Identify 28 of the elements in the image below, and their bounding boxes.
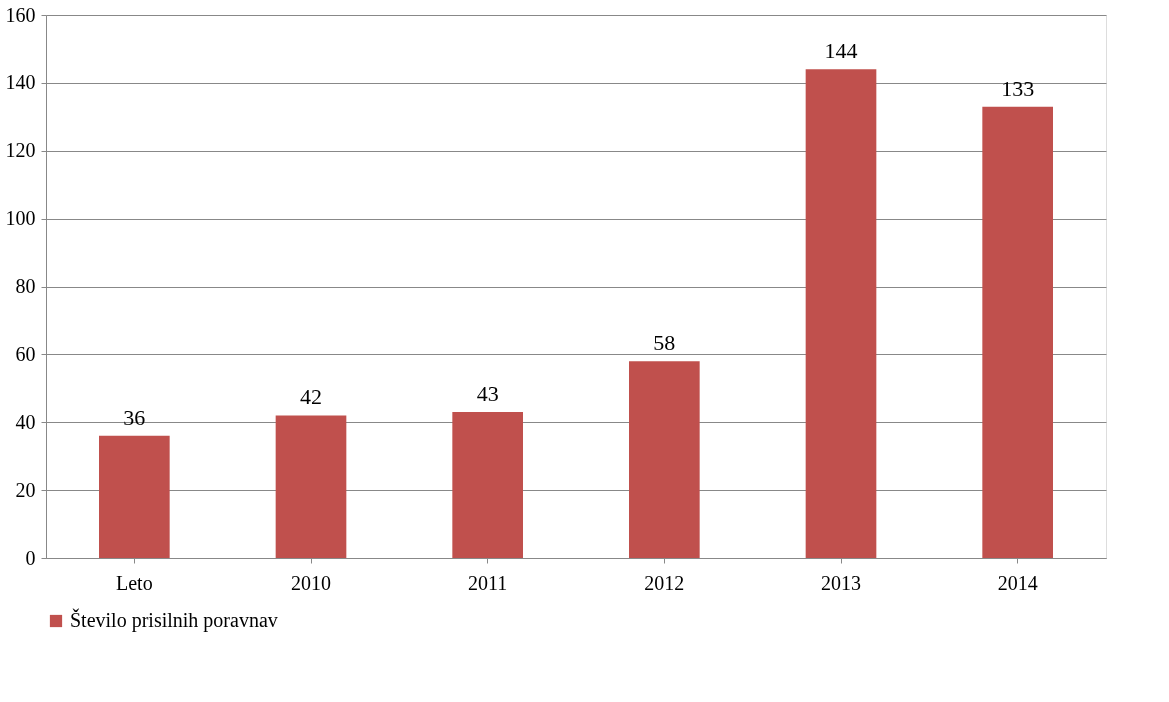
y-tick-label: 80 (15, 275, 36, 297)
bar (982, 106, 1053, 558)
bar (805, 69, 877, 558)
bar (629, 361, 700, 558)
y-tick-label: 160 (5, 3, 36, 26)
data-label: 58 (653, 330, 676, 356)
data-label: 43 (476, 381, 499, 407)
data-label: 36 (123, 404, 146, 430)
y-tick-label: 60 (15, 342, 36, 365)
data-label: 144 (824, 38, 858, 64)
x-tick-label: 2013 (821, 571, 861, 594)
y-tick-label: 120 (5, 139, 36, 162)
data-label: 42 (300, 384, 322, 410)
y-tick-label: 0 (25, 546, 36, 569)
x-tick-label: 2011 (468, 571, 508, 594)
x-tick-label: 2014 (997, 571, 1038, 594)
x-tick-label: Leto (116, 571, 153, 594)
legend-label: Število prisilnih poravnav (70, 608, 278, 632)
y-tick-label: 40 (15, 410, 36, 433)
y-tick-label: 20 (15, 478, 36, 501)
bar (452, 412, 523, 558)
data-label: 133 (1001, 75, 1035, 101)
y-tick-label: 100 (5, 207, 36, 230)
bar (99, 435, 170, 558)
x-tick-label: 2012 (644, 571, 685, 594)
y-tick-label: 140 (5, 71, 36, 94)
bar (275, 415, 347, 558)
x-tick-label: 2010 (291, 571, 331, 594)
